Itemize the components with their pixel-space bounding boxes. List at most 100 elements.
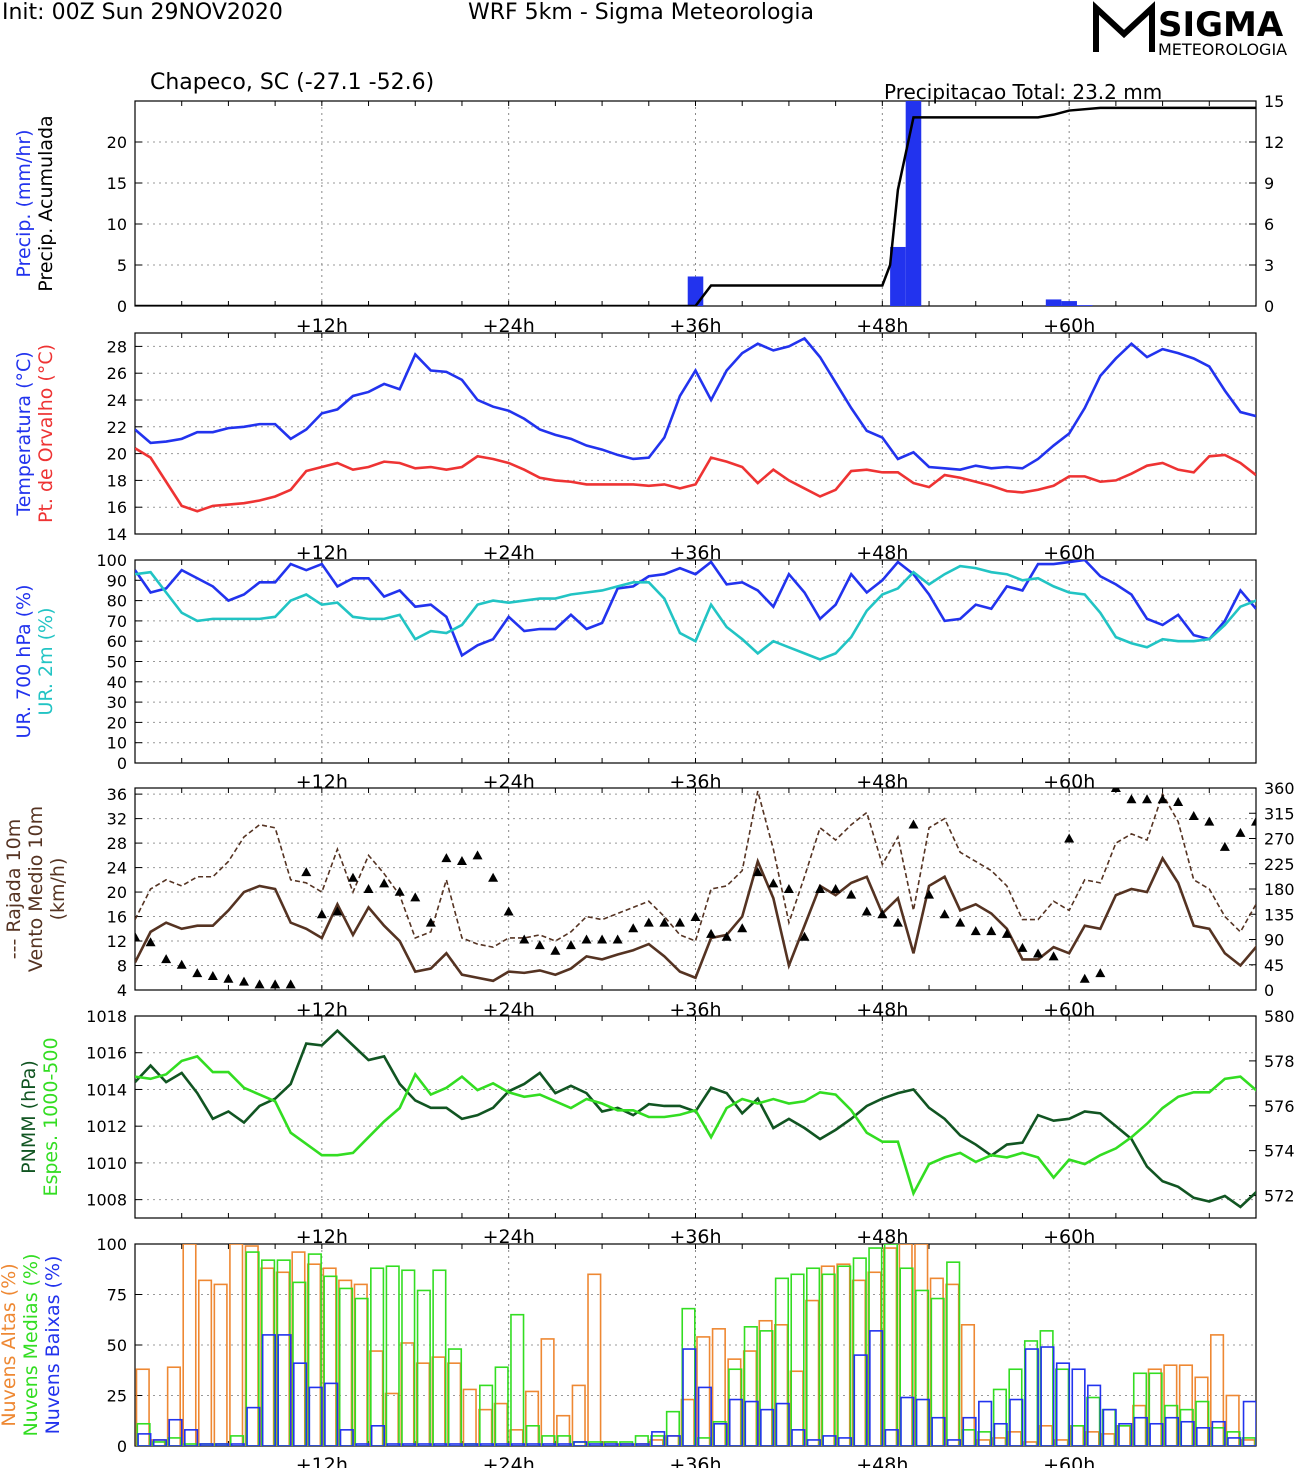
cloud-bar bbox=[712, 1420, 727, 1446]
y-axis-label: Precip. (mm/hr) bbox=[13, 129, 35, 277]
wind-dir-marker bbox=[1157, 794, 1168, 804]
x-tick-label: +48h bbox=[856, 315, 908, 337]
cloud-bar bbox=[137, 1433, 152, 1446]
y2-tick-label: 180 bbox=[1264, 880, 1295, 899]
y-tick-label: 20 bbox=[107, 713, 127, 732]
cloud-bar bbox=[821, 1273, 836, 1446]
cloud-bar bbox=[1148, 1372, 1163, 1446]
cloud-bar bbox=[479, 1443, 494, 1446]
cloud-bar bbox=[1071, 1368, 1086, 1446]
wind-dir-marker bbox=[441, 853, 452, 863]
y2-tick-label: 578 bbox=[1264, 1052, 1295, 1071]
wind-dir-marker bbox=[1142, 794, 1153, 804]
cloud-bar bbox=[790, 1273, 805, 1446]
x-tick-label: +36h bbox=[669, 1226, 721, 1248]
cloud-bar bbox=[806, 1439, 821, 1446]
cloud-bar bbox=[416, 1289, 431, 1446]
cloud-bar bbox=[384, 1392, 399, 1446]
cloud-bar bbox=[666, 1435, 681, 1446]
cloud-bar bbox=[1024, 1348, 1039, 1446]
cloud-bar bbox=[742, 1350, 758, 1446]
cloud-bar bbox=[354, 1297, 369, 1446]
x-tick-label: +12h bbox=[296, 1454, 348, 1468]
wind-dir-marker bbox=[332, 906, 343, 916]
cloud-bar bbox=[977, 1431, 992, 1446]
wind-dir-marker bbox=[970, 926, 981, 936]
cloud-bar bbox=[385, 1265, 400, 1446]
panel-clouds: +12h +24h +36h +48h +60h 0 25 50 75 100 Nuvens Alt… bbox=[0, 1235, 1257, 1468]
plot-area bbox=[135, 1028, 1256, 1209]
cloud-bar bbox=[401, 1443, 417, 1446]
cloud-bar bbox=[261, 1259, 276, 1446]
cloud-bar bbox=[556, 1435, 572, 1446]
precip-bar bbox=[890, 246, 906, 306]
cloud-bar bbox=[479, 1384, 494, 1446]
cloud-bar bbox=[1008, 1368, 1023, 1446]
cloud-bar bbox=[650, 1435, 665, 1446]
y-tick-label: 1018 bbox=[86, 1007, 127, 1026]
cloud-bar bbox=[199, 1443, 214, 1446]
cloud-bar bbox=[431, 1356, 446, 1446]
y-tick-label: 50 bbox=[107, 1336, 127, 1355]
y-tick-label: 90 bbox=[107, 571, 127, 590]
series-line-0 bbox=[135, 855, 1256, 983]
cloud-bar bbox=[524, 1390, 540, 1446]
cloud-bar bbox=[1242, 1400, 1256, 1446]
cloud-bar bbox=[665, 1410, 681, 1446]
wind-dir-marker bbox=[456, 855, 467, 865]
y2-tick-label: 15 bbox=[1264, 92, 1284, 111]
cloud-bar bbox=[682, 1348, 697, 1446]
wind-dir-marker bbox=[347, 872, 358, 882]
series-line-0 bbox=[135, 560, 1256, 658]
cloud-bar bbox=[978, 1400, 993, 1446]
y-tick-label: 24 bbox=[107, 391, 127, 410]
wind-dir-marker bbox=[955, 917, 966, 927]
y2-tick-label: 0 bbox=[1264, 297, 1274, 316]
cloud-bar bbox=[1087, 1384, 1102, 1446]
wind-dir-marker bbox=[768, 878, 779, 888]
panel-temp: +12h +24h +36h +48h +60h 14 16 18 20 22 24 26 28 Temp… bbox=[13, 332, 1257, 564]
y2-tick-label: 135 bbox=[1264, 905, 1295, 924]
cloud-bar bbox=[1227, 1437, 1242, 1446]
cloud-bar bbox=[353, 1283, 368, 1446]
wind-dir-marker bbox=[270, 979, 281, 989]
cloud-bar bbox=[945, 1283, 960, 1446]
cloud-bar bbox=[573, 1441, 588, 1446]
cloud-bar bbox=[526, 1443, 541, 1446]
wind-dir-marker bbox=[1188, 811, 1199, 821]
wind-dir-marker bbox=[192, 968, 203, 978]
y-tick-label: 1012 bbox=[86, 1117, 127, 1136]
y-tick-label: 20 bbox=[107, 445, 127, 464]
cloud-bar bbox=[401, 1269, 416, 1446]
y-tick-label: 70 bbox=[107, 612, 127, 631]
y-tick-label: 12 bbox=[107, 932, 127, 951]
precip-accum-line bbox=[135, 106, 1256, 306]
y-tick-label: 20 bbox=[107, 133, 127, 152]
cloud-bar bbox=[868, 1247, 883, 1446]
wind-dir-marker bbox=[815, 884, 826, 893]
cloud-bar bbox=[1241, 1437, 1256, 1446]
wind-dir-marker bbox=[690, 912, 701, 922]
y2-tick-label: 315 bbox=[1264, 804, 1295, 823]
y-axis-label: Nuvens Medias (%) bbox=[20, 1253, 42, 1436]
wind-dir-marker bbox=[1204, 816, 1215, 826]
cloud-bar bbox=[805, 1299, 820, 1446]
y-axis-label: Pt. de Orvalho (°C) bbox=[35, 344, 57, 523]
cloud-bar bbox=[635, 1443, 650, 1446]
cloud-bar bbox=[884, 1429, 899, 1446]
cloud-bar bbox=[510, 1443, 526, 1446]
wind-dir-marker bbox=[830, 884, 841, 893]
cloud-bar bbox=[853, 1354, 868, 1446]
y-tick-label: 22 bbox=[107, 418, 127, 437]
x-tick-label: +12h bbox=[296, 1226, 348, 1248]
wind-dir-marker bbox=[285, 979, 296, 989]
cloud-bar bbox=[960, 1324, 976, 1446]
cloud-bar bbox=[728, 1398, 744, 1446]
y-tick-label: 100 bbox=[96, 551, 127, 570]
wind-dir-marker bbox=[597, 934, 608, 944]
precip-bar bbox=[1045, 299, 1062, 306]
y-tick-label: 8 bbox=[117, 957, 127, 976]
y-tick-label: 4 bbox=[117, 981, 127, 1000]
cloud-bar bbox=[900, 1396, 915, 1446]
cloud-bar bbox=[744, 1400, 759, 1446]
